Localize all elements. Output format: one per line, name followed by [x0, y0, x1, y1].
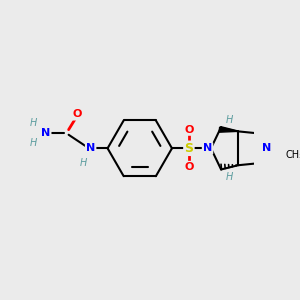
Text: O: O [184, 125, 194, 135]
Text: S: S [184, 142, 194, 155]
Text: N: N [86, 143, 95, 153]
Text: H: H [80, 158, 88, 168]
Text: O: O [72, 110, 82, 119]
Text: H: H [226, 115, 233, 124]
Text: N: N [41, 128, 50, 138]
Text: H: H [30, 138, 38, 148]
Text: H: H [30, 118, 38, 128]
Text: N: N [262, 143, 272, 153]
Polygon shape [219, 127, 238, 132]
Text: CH₃: CH₃ [286, 150, 300, 160]
Text: N: N [203, 143, 212, 153]
Text: O: O [184, 162, 194, 172]
Text: H: H [226, 172, 233, 182]
